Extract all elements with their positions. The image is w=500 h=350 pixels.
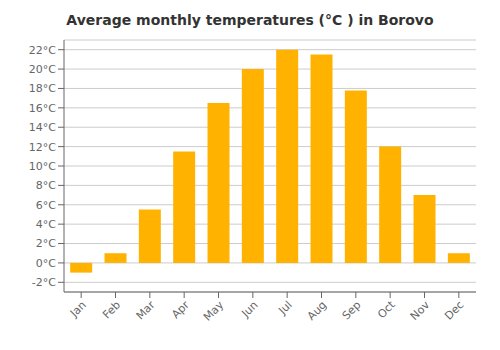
- svg-text:16°C: 16°C: [29, 102, 56, 115]
- svg-text:20°C: 20°C: [29, 63, 56, 76]
- svg-text:12°C: 12°C: [29, 141, 56, 154]
- svg-text:Jan: Jan: [67, 298, 89, 320]
- svg-text:14°C: 14°C: [29, 121, 56, 134]
- svg-text:Feb: Feb: [100, 298, 123, 321]
- svg-text:Dec: Dec: [442, 298, 466, 322]
- svg-text:2°C: 2°C: [36, 237, 56, 250]
- svg-text:Jul: Jul: [276, 298, 295, 317]
- svg-text:-2°C: -2°C: [32, 276, 56, 289]
- svg-text:Mar: Mar: [134, 298, 158, 322]
- svg-text:Nov: Nov: [408, 298, 433, 323]
- svg-text:18°C: 18°C: [29, 82, 56, 95]
- svg-text:Aug: Aug: [305, 298, 329, 322]
- svg-text:Jun: Jun: [238, 298, 260, 320]
- svg-text:0°C: 0°C: [36, 257, 56, 270]
- svg-text:4°C: 4°C: [36, 218, 56, 231]
- svg-text:Apr: Apr: [169, 298, 192, 321]
- svg-text:6°C: 6°C: [36, 199, 56, 212]
- svg-text:22°C: 22°C: [29, 44, 56, 57]
- svg-text:8°C: 8°C: [36, 179, 56, 192]
- svg-text:Sep: Sep: [340, 298, 364, 322]
- svg-text:Oct: Oct: [375, 298, 398, 321]
- html-text:Average monthly temperatures (: Average monthly temperatures (°C ) in Bo…: [66, 12, 434, 28]
- svg-text:May: May: [201, 298, 227, 324]
- svg-text:10°C: 10°C: [29, 160, 56, 173]
